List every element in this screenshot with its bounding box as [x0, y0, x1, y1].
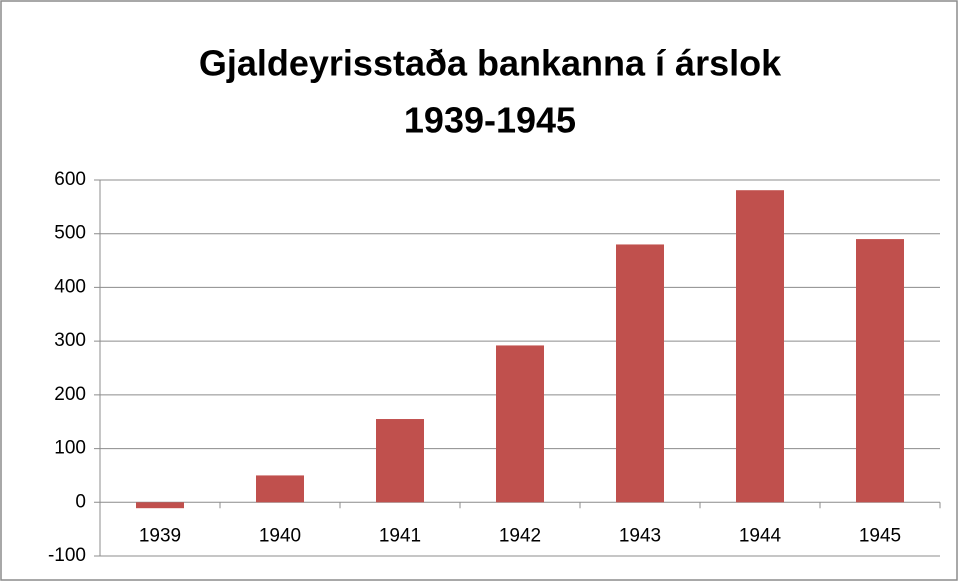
x-tick-label: 1939 — [139, 525, 181, 546]
y-tick-label: 200 — [54, 384, 86, 405]
chart-title: Gjaldeyrisstaða bankanna í árslok — [199, 43, 782, 84]
x-tick-label: 1943 — [619, 525, 661, 546]
bar — [736, 190, 784, 503]
bar — [856, 239, 904, 503]
chart-title: 1939-1945 — [404, 100, 576, 141]
y-tick-label: 500 — [54, 223, 86, 244]
x-tick-label: 1942 — [499, 525, 541, 546]
bar — [496, 345, 544, 503]
bar — [376, 419, 424, 503]
x-tick-label: 1941 — [379, 525, 421, 546]
y-tick-label: 600 — [54, 169, 86, 190]
x-tick-label: 1944 — [739, 525, 782, 546]
bar — [256, 475, 304, 503]
y-tick-label: 300 — [54, 330, 86, 351]
x-tick-label: 1945 — [859, 525, 901, 546]
y-tick-label: -100 — [48, 545, 86, 566]
bar — [136, 502, 184, 509]
x-tick-label: 1940 — [259, 525, 301, 546]
y-tick-label: 0 — [75, 491, 86, 512]
bar — [616, 244, 664, 503]
y-tick-label: 400 — [54, 276, 86, 297]
y-tick-label: 100 — [54, 438, 86, 459]
